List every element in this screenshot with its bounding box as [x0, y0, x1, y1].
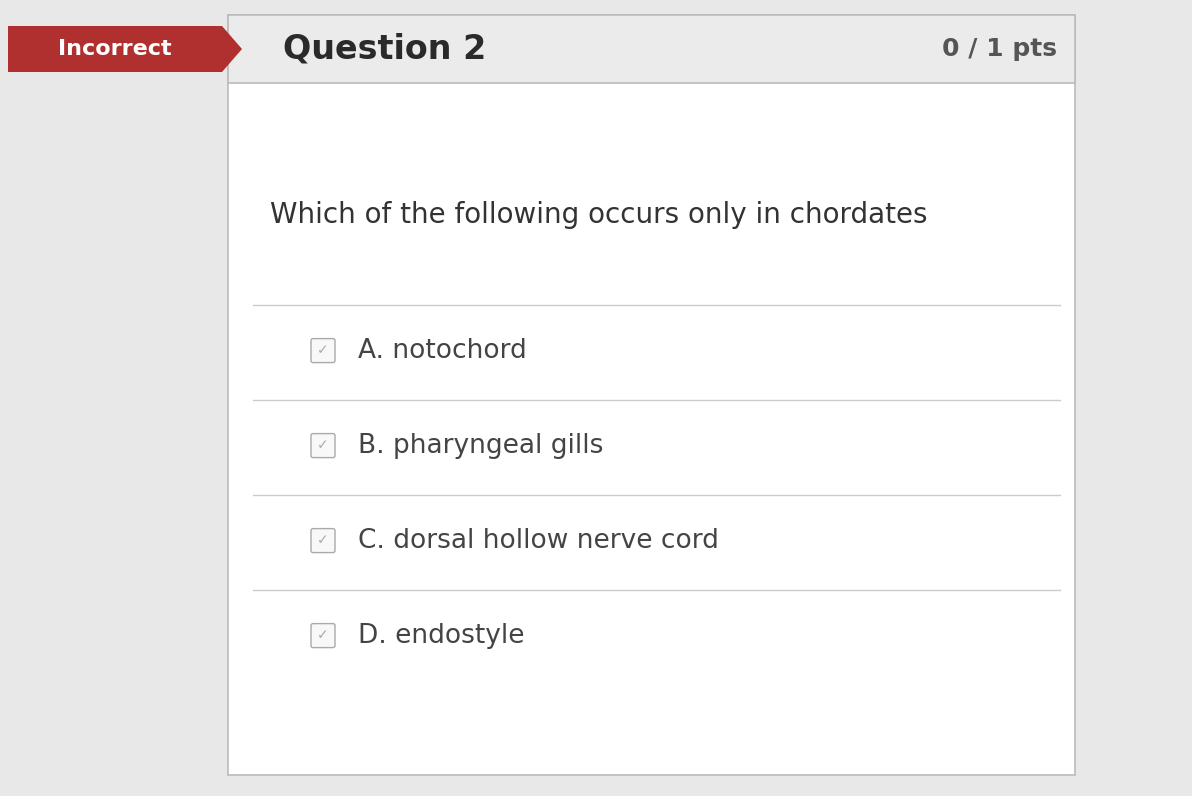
FancyBboxPatch shape [228, 15, 1075, 83]
Text: ✓: ✓ [317, 439, 329, 453]
Text: D. endostyle: D. endostyle [358, 622, 524, 649]
FancyBboxPatch shape [311, 623, 335, 648]
Text: Incorrect: Incorrect [58, 39, 172, 59]
Text: ✓: ✓ [317, 344, 329, 357]
Text: ✓: ✓ [317, 629, 329, 642]
FancyBboxPatch shape [311, 434, 335, 458]
Text: Which of the following occurs only in chordates: Which of the following occurs only in ch… [271, 201, 927, 229]
Polygon shape [8, 26, 242, 72]
Text: 0 / 1 pts: 0 / 1 pts [942, 37, 1057, 61]
FancyBboxPatch shape [311, 338, 335, 363]
Text: ✓: ✓ [317, 533, 329, 548]
FancyBboxPatch shape [228, 15, 1075, 775]
FancyBboxPatch shape [311, 529, 335, 552]
Text: Question 2: Question 2 [283, 33, 486, 65]
Text: B. pharyngeal gills: B. pharyngeal gills [358, 432, 603, 458]
Text: C. dorsal hollow nerve cord: C. dorsal hollow nerve cord [358, 528, 719, 553]
Text: A. notochord: A. notochord [358, 338, 527, 364]
